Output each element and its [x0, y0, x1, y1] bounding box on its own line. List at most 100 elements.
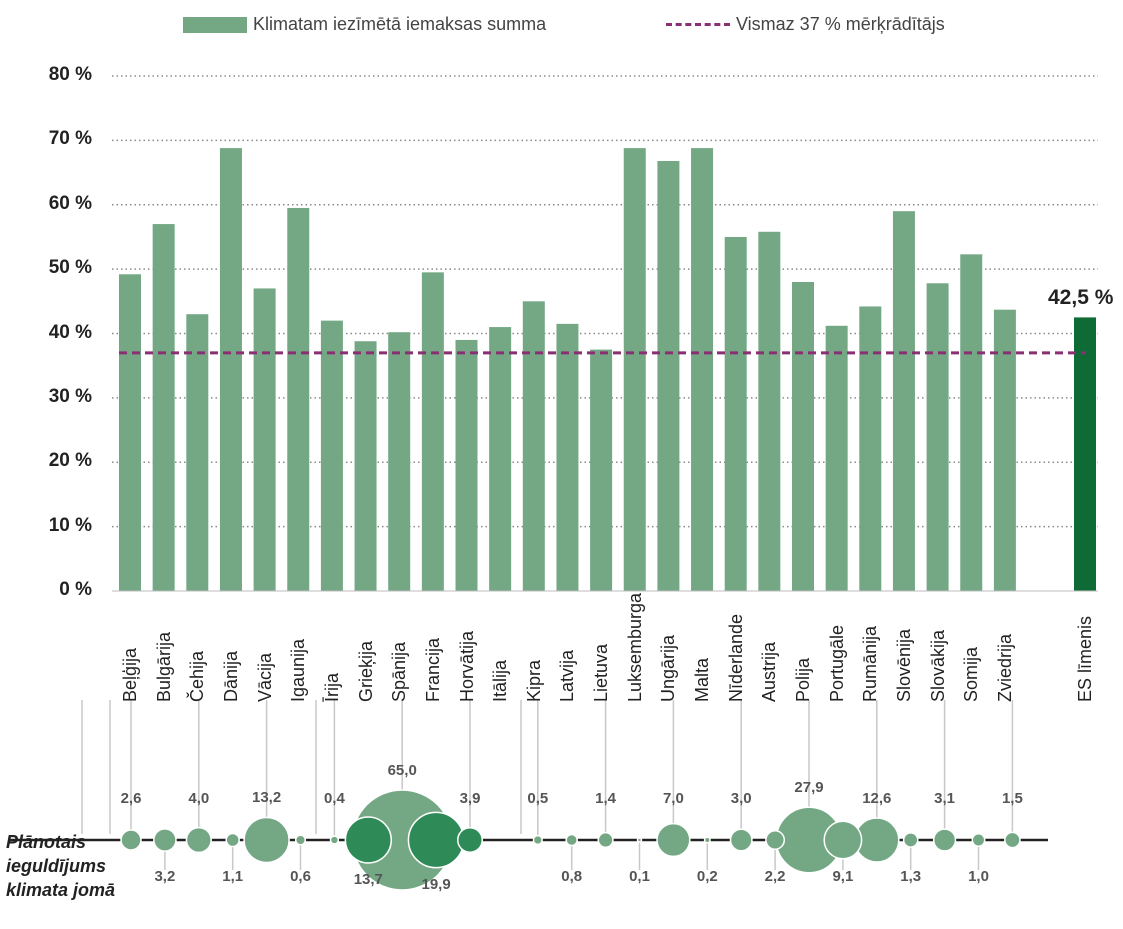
x-category-label: Francija	[422, 637, 443, 702]
legend-bar-swatch	[183, 16, 247, 33]
bar	[421, 272, 444, 591]
investment-bubble	[636, 837, 643, 843]
y-tick-label: 20 %	[48, 450, 92, 472]
bar	[489, 327, 512, 591]
x-category-label: Polija	[793, 657, 813, 702]
bubble-value-label: 1,4	[595, 790, 617, 807]
x-category-label: Portugāle	[826, 624, 847, 702]
x-category-label: Ungārija	[658, 634, 679, 702]
investment-bubble	[971, 833, 986, 847]
y-tick-label: 50 %	[48, 257, 92, 279]
legend-target-label: Vismaz 37 % mērķrādītājs	[736, 14, 945, 34]
bar	[825, 325, 848, 591]
investment-bubble	[823, 820, 863, 860]
bar	[590, 349, 613, 591]
investment-bubble	[597, 831, 614, 849]
investment-bubble	[565, 833, 578, 847]
bar	[758, 231, 781, 591]
x-category-label: Kipra	[523, 659, 544, 702]
investment-bubble	[457, 827, 483, 853]
bubble-value-label: 13,7	[353, 870, 383, 888]
bubble-value-label: 0,6	[290, 868, 311, 885]
bar	[388, 332, 411, 591]
bubble-value-label: 65,0	[387, 762, 417, 779]
eu-bar	[1074, 317, 1096, 591]
bubble-axis-title: Plānotais ieguldījums klimata jomā	[6, 830, 115, 902]
x-category-label: ES līmenis	[1075, 615, 1095, 702]
bubble-value-label: 2,6	[120, 790, 142, 807]
bar	[287, 207, 310, 591]
bar	[186, 314, 209, 591]
x-category-label: Itālija	[490, 659, 511, 702]
y-tick-label: 0 %	[59, 579, 92, 600]
investment-bubble	[902, 832, 919, 848]
bubble-value-label: 0,1	[629, 868, 650, 885]
bar	[152, 224, 175, 591]
bar	[926, 283, 949, 591]
x-category-label: Luksemburga	[624, 592, 645, 702]
bar	[455, 339, 478, 591]
x-category-label: Slovākija	[927, 629, 948, 702]
bubble-value-label: 12,6	[862, 789, 892, 807]
x-category-label: Slovēnija	[893, 628, 914, 702]
x-category-label: Čehija	[187, 650, 208, 702]
investment-bubble	[153, 828, 177, 852]
bubble-value-label: 0,5	[527, 790, 549, 807]
investment-bubble	[185, 826, 212, 854]
bar	[119, 274, 141, 591]
investment-bubble	[532, 834, 543, 846]
x-category-label: Malta	[692, 657, 713, 702]
bar	[691, 148, 714, 591]
bar	[354, 341, 377, 591]
bubble-value-label: 0,8	[561, 868, 583, 885]
x-category-label: Īrija	[321, 672, 342, 702]
legend-item-bar: Klimatam iezīmētā iemaksas summa	[183, 14, 546, 35]
bar	[859, 306, 882, 591]
investment-bubble	[344, 816, 393, 864]
legend-item-target: Vismaz 37 % mērķrādītājs	[666, 14, 945, 35]
investment-bubble	[294, 834, 307, 846]
bubble-value-label: 1,5	[1001, 790, 1023, 807]
x-category-label: Dānija	[220, 650, 241, 702]
y-tick-label: 40 %	[48, 321, 92, 343]
bar	[724, 236, 747, 591]
investment-bubble	[703, 836, 711, 844]
bar	[556, 323, 579, 591]
y-tick-label: 60 %	[48, 192, 92, 214]
investment-bubble	[120, 829, 142, 851]
bubble-value-label: 27,9	[794, 779, 824, 797]
bar	[960, 254, 983, 591]
investment-bubble	[656, 822, 691, 858]
x-category-label: Igaunija	[288, 638, 309, 702]
investment-bubble	[1004, 831, 1021, 849]
bar	[253, 288, 276, 591]
bubble-value-label: 3,0	[730, 790, 752, 807]
bar	[657, 160, 680, 591]
bubble-value-label: 7,0	[662, 790, 684, 807]
x-category-label: Grieķija	[355, 640, 376, 702]
bubble-value-label: 3,1	[934, 790, 956, 807]
bubble-value-label: 3,2	[154, 868, 176, 885]
x-category-label: Beļģija	[120, 647, 140, 702]
investment-bubble	[243, 816, 290, 864]
x-category-label: Vācija	[254, 652, 275, 702]
y-tick-label: 10 %	[48, 514, 92, 536]
bar	[792, 282, 814, 591]
eu-value-label: 42,5 %	[1048, 286, 1114, 309]
bubble-value-label: 13,2	[251, 789, 282, 807]
bubble-value-label: 9,1	[832, 868, 854, 885]
bar	[219, 148, 242, 591]
investment-bubble	[329, 835, 340, 845]
investment-bubble	[932, 828, 957, 852]
x-category-label: Lietuva	[591, 643, 612, 702]
investment-bubble	[765, 830, 786, 850]
bubble-value-label: 3,9	[459, 790, 481, 807]
y-tick-label: 30 %	[48, 385, 92, 407]
bubble-value-label: 0,4	[323, 790, 345, 807]
investment-bubble	[225, 832, 240, 848]
x-category-label: Bulgārija	[153, 631, 174, 702]
bubble-title-line-3: klimata jomā	[6, 880, 116, 900]
bubble-title-line-1: Plānotais	[6, 832, 87, 852]
x-category-label: Somija	[961, 646, 982, 702]
bar	[993, 309, 1016, 591]
